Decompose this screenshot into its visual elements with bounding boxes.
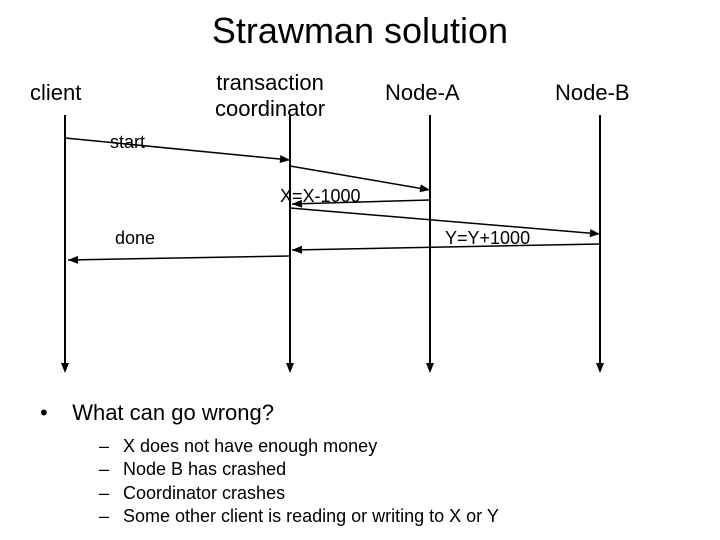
dash-icon: –: [90, 458, 118, 481]
lifelines: [61, 115, 604, 373]
sub-bullet-text: Some other client is reading or writing …: [118, 505, 499, 528]
sub-bullet-item: – X does not have enough money: [90, 435, 499, 458]
dash-icon: –: [90, 482, 118, 505]
dash-icon: –: [90, 435, 118, 458]
question-text: What can go wrong?: [72, 400, 274, 425]
slide: Strawman solution client transaction coo…: [0, 0, 720, 540]
sub-bullet-text: X does not have enough money: [118, 435, 377, 458]
sub-bullet-text: Node B has crashed: [118, 458, 286, 481]
sub-bullet-item: – Coordinator crashes: [90, 482, 499, 505]
dash-icon: –: [90, 505, 118, 528]
sub-bullet-item: – Node B has crashed: [90, 458, 499, 481]
question-bullet: • What can go wrong?: [40, 400, 274, 426]
sub-bullet-text: Coordinator crashes: [118, 482, 285, 505]
sub-bullets: – X does not have enough money– Node B h…: [90, 435, 499, 529]
sub-bullet-item: – Some other client is reading or writin…: [90, 505, 499, 528]
bullet-dot: •: [40, 400, 48, 425]
message-arrows: [65, 138, 600, 264]
